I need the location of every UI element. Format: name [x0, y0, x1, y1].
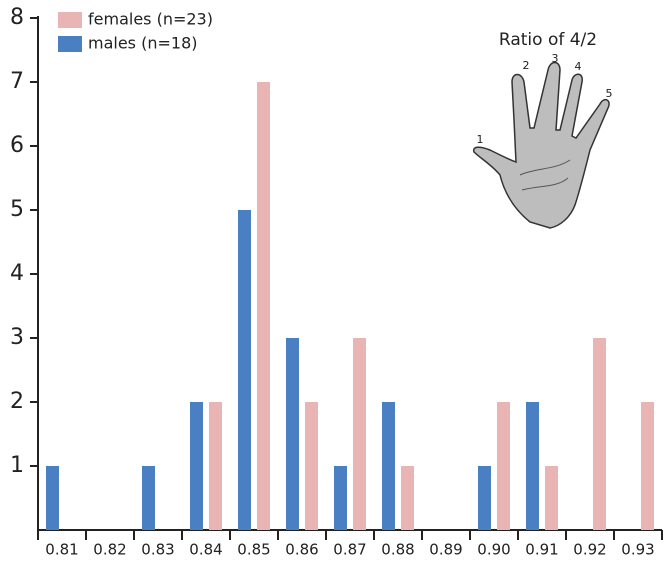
bar	[478, 466, 491, 530]
legend-label: males (n=18)	[88, 34, 198, 53]
y-tick-label: 8	[10, 5, 24, 30]
y-tick-label: 2	[10, 389, 24, 414]
x-tick-label: 0.81	[45, 541, 78, 559]
legend-swatch	[58, 12, 82, 28]
x-tick-label: 0.87	[333, 541, 366, 559]
x-tick-label: 0.85	[237, 541, 270, 559]
x-tick-label: 0.89	[429, 541, 462, 559]
y-tick-label: 4	[10, 261, 24, 286]
x-tick-label: 0.90	[477, 541, 510, 559]
annotation: Ratio of 4/2	[499, 30, 597, 50]
bar	[46, 466, 59, 530]
palm-lines	[519, 159, 571, 191]
x-tick-label: 0.91	[525, 541, 558, 559]
finger-label: 1	[477, 133, 484, 146]
bar	[545, 466, 558, 530]
hand	[472, 61, 610, 229]
y-tick-label: 7	[10, 69, 24, 94]
hand-illustration	[472, 61, 610, 229]
x-tick-label: 0.84	[189, 541, 222, 559]
bar	[286, 338, 299, 530]
finger-label: 4	[575, 60, 582, 73]
bar	[257, 82, 270, 530]
x-tick-label: 0.83	[141, 541, 174, 559]
bar	[382, 402, 395, 530]
bar	[209, 402, 222, 530]
x-tick-label: 0.86	[285, 541, 318, 559]
bar	[353, 338, 366, 530]
x-tick-label: 0.88	[381, 541, 414, 559]
finger-label: 3	[552, 52, 559, 65]
finger-label: 5	[606, 87, 613, 100]
bar	[305, 402, 318, 530]
bar	[401, 466, 414, 530]
x-tick-label: 0.93	[621, 541, 654, 559]
finger-label: 2	[523, 59, 530, 72]
bar	[238, 210, 251, 530]
y-tick-label: 1	[10, 453, 24, 478]
bar	[593, 338, 606, 530]
bar	[142, 466, 155, 530]
bar	[190, 402, 203, 530]
bar	[334, 466, 347, 530]
legend-label: females (n=23)	[88, 10, 213, 29]
x-tick-label: 0.82	[93, 541, 126, 559]
bar	[641, 402, 654, 530]
y-tick-label: 6	[10, 133, 24, 158]
bar	[497, 402, 510, 530]
legend-swatch	[58, 36, 82, 52]
bar	[526, 402, 539, 530]
x-tick-label: 0.92	[573, 541, 606, 559]
y-tick-label: 5	[10, 197, 24, 222]
y-tick-label: 3	[10, 325, 24, 350]
